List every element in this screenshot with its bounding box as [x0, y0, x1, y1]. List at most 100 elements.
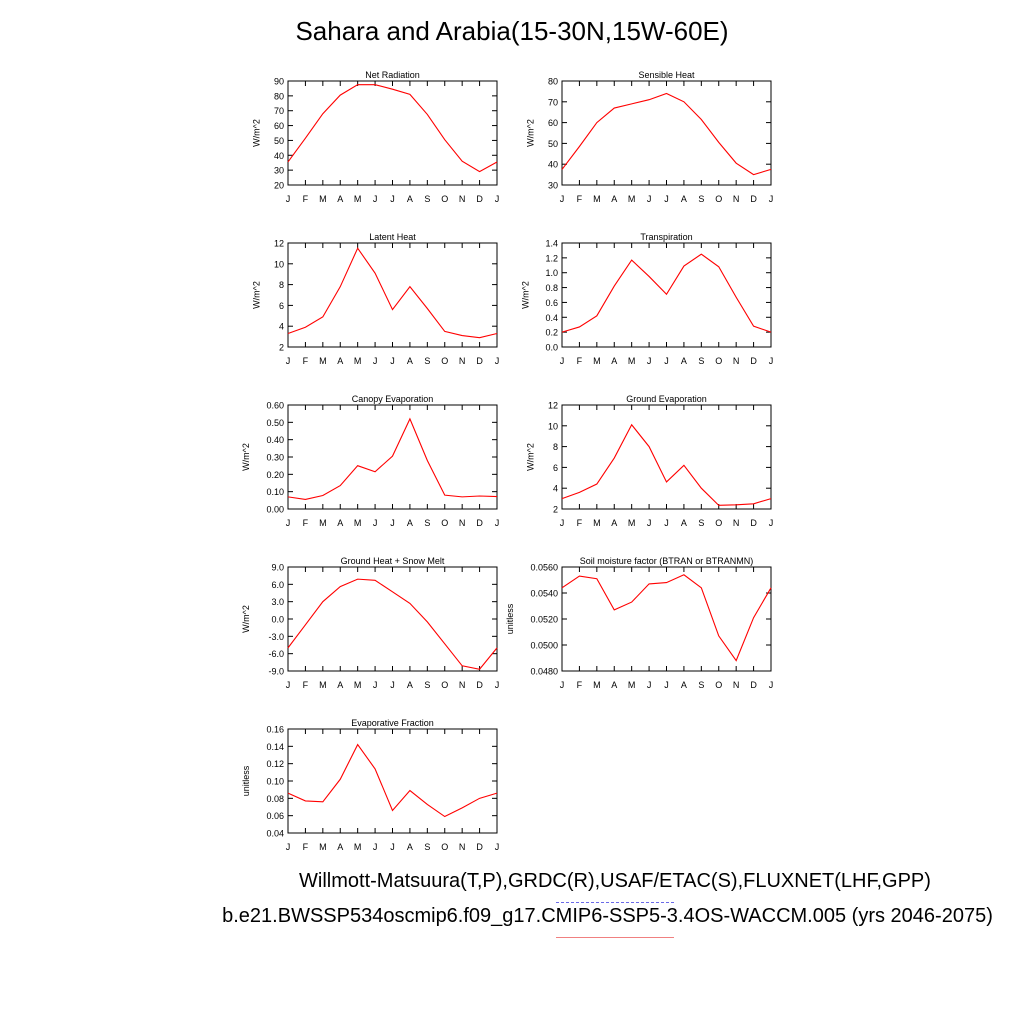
x-tick-label: M	[593, 680, 601, 690]
panel-title: Net Radiation	[365, 70, 420, 80]
x-tick-label: J	[769, 194, 774, 204]
y-tick-label: 40	[274, 151, 284, 161]
x-tick-label: O	[441, 518, 448, 528]
x-tick-label: J	[664, 680, 669, 690]
y-tick-label: 1.0	[545, 268, 558, 278]
x-tick-label: F	[577, 194, 583, 204]
y-tick-label: 0.20	[266, 470, 284, 480]
x-tick-label: M	[593, 518, 601, 528]
x-tick-label: M	[354, 680, 362, 690]
y-tick-label: 0.00	[266, 505, 284, 515]
x-tick-label: J	[495, 842, 500, 852]
y-tick-label: 0.0520	[530, 615, 558, 625]
y-tick-label: 70	[548, 97, 558, 107]
y-axis-label: unitless	[241, 765, 251, 796]
x-tick-label: O	[715, 194, 722, 204]
y-tick-label: 0.16	[266, 725, 284, 735]
y-axis-label: W/m^2	[520, 281, 530, 309]
y-tick-label: 0.0480	[530, 667, 558, 677]
y-tick-label: 0.0	[545, 343, 558, 353]
series-line	[287, 743, 498, 818]
y-tick-label: 8	[553, 442, 558, 452]
y-tick-label: 0.10	[266, 777, 284, 787]
x-tick-label: J	[373, 518, 378, 528]
x-tick-label: A	[407, 680, 413, 690]
y-tick-label: -9.0	[268, 667, 284, 677]
y-tick-label: 80	[274, 91, 284, 101]
y-axis-label: W/m^2	[241, 443, 251, 471]
y-tick-label: 0.50	[266, 418, 284, 428]
plot-frame	[561, 80, 772, 186]
panel-title: Transpiration	[640, 232, 692, 242]
x-tick-label: J	[560, 356, 565, 366]
y-tick-label: 6	[553, 463, 558, 473]
y-tick-label: 50	[548, 139, 558, 149]
x-tick-label: N	[459, 680, 466, 690]
series-line	[561, 253, 772, 333]
y-tick-label: 3.0	[271, 597, 284, 607]
x-tick-label: J	[390, 518, 395, 528]
x-tick-label: M	[319, 518, 327, 528]
x-tick-label: J	[664, 518, 669, 528]
x-tick-label: N	[733, 194, 740, 204]
x-tick-label: D	[476, 680, 483, 690]
plot-frame	[287, 242, 498, 348]
panel-7: J F M A M J J A S O N D J-9.0-6.0-3.00.03.06.09.0Gro…	[241, 556, 499, 690]
x-tick-label: J	[373, 842, 378, 852]
x-tick-label: A	[337, 680, 343, 690]
x-tick-label: F	[303, 842, 309, 852]
x-tick-label: J	[664, 194, 669, 204]
panel-title: Latent Heat	[369, 232, 416, 242]
y-tick-label: 30	[274, 166, 284, 176]
x-tick-label: M	[628, 680, 636, 690]
y-axis-label: unitless	[505, 603, 515, 634]
x-tick-label: J	[769, 356, 774, 366]
x-tick-label: J	[769, 680, 774, 690]
y-axis-label: W/m^2	[241, 605, 251, 633]
x-tick-label: D	[750, 356, 757, 366]
x-tick-label: M	[593, 356, 601, 366]
x-tick-label: A	[337, 518, 343, 528]
y-tick-label: 2	[553, 505, 558, 515]
y-axis-label: W/m^2	[252, 281, 262, 309]
x-tick-label: M	[354, 842, 362, 852]
x-tick-label: J	[373, 356, 378, 366]
y-tick-label: 50	[274, 136, 284, 146]
y-axis-label: W/m^2	[526, 119, 536, 147]
y-tick-label: 0.30	[266, 453, 284, 463]
x-tick-label: J	[286, 842, 291, 852]
x-tick-label: J	[495, 194, 500, 204]
x-tick-label: O	[441, 680, 448, 690]
y-tick-label: 9.0	[271, 563, 284, 573]
x-tick-label: S	[424, 194, 430, 204]
x-tick-label: D	[476, 356, 483, 366]
x-tick-label: N	[459, 356, 466, 366]
x-tick-label: J	[647, 680, 652, 690]
x-tick-label: J	[373, 194, 378, 204]
y-tick-label: 0.0	[271, 615, 284, 625]
x-tick-label: M	[354, 356, 362, 366]
x-tick-label: S	[698, 518, 704, 528]
y-tick-label: 0.4	[545, 313, 558, 323]
x-tick-label: A	[611, 356, 617, 366]
y-tick-label: 0.06	[266, 811, 284, 821]
y-axis-label: W/m^2	[526, 443, 536, 471]
y-tick-label: 10	[274, 259, 284, 269]
y-tick-label: 6	[279, 301, 284, 311]
plot-frame	[287, 404, 498, 510]
x-tick-label: N	[733, 680, 740, 690]
series-line	[561, 574, 772, 662]
x-tick-label: A	[611, 518, 617, 528]
y-tick-label: 0.0560	[530, 563, 558, 573]
x-tick-label: F	[303, 680, 309, 690]
x-tick-label: S	[698, 194, 704, 204]
x-tick-label: A	[611, 194, 617, 204]
x-tick-label: N	[733, 356, 740, 366]
x-tick-label: D	[750, 518, 757, 528]
x-tick-label: J	[560, 518, 565, 528]
x-tick-label: J	[373, 680, 378, 690]
y-tick-label: 0.40	[266, 435, 284, 445]
y-tick-label: 1.2	[545, 253, 558, 263]
